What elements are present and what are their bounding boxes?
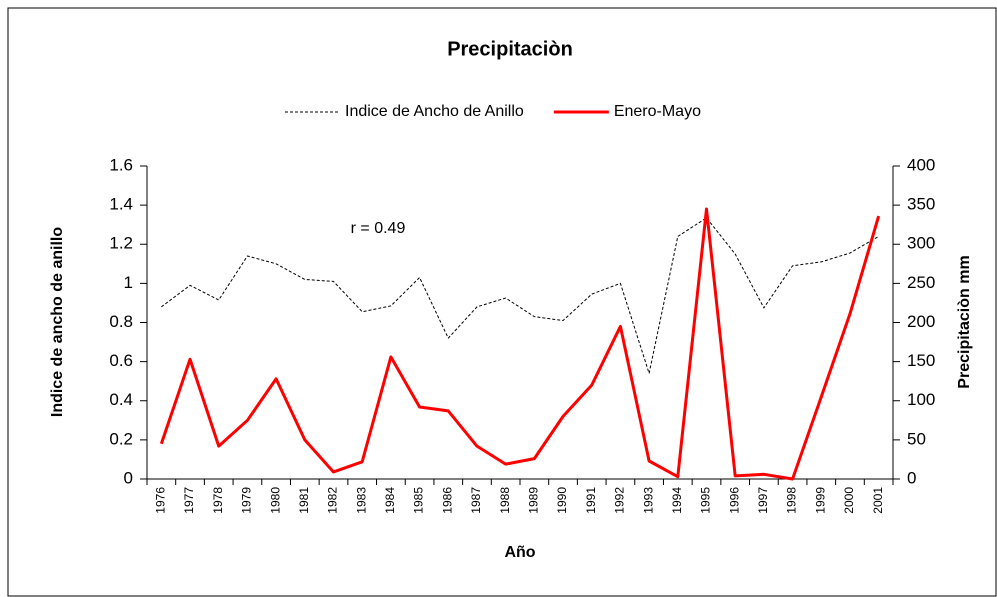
x-tick-label: 1992 xyxy=(613,487,627,514)
y2-tick-label: 150 xyxy=(907,351,935,370)
y-tick-label: 0.4 xyxy=(109,390,133,409)
y2-tick-label: 100 xyxy=(907,390,935,409)
y-tick-label: 1.2 xyxy=(109,234,133,253)
x-tick-label: 1982 xyxy=(326,487,340,514)
chart-title: Precipitaciòn xyxy=(447,38,573,60)
y-tick-label: 1 xyxy=(124,273,133,292)
series-line xyxy=(161,217,879,374)
x-tick-label: 1993 xyxy=(641,487,655,514)
x-tick-label: 1978 xyxy=(211,487,225,514)
legend-label: Enero-Mayo xyxy=(614,103,701,120)
x-tick-label: 1986 xyxy=(440,487,454,514)
x-tick-label: 1996 xyxy=(727,487,741,514)
x-axis-label: Año xyxy=(504,544,535,561)
chart-frame xyxy=(7,7,997,597)
x-tick-label: 2001 xyxy=(871,487,885,514)
x-tick-label: 1980 xyxy=(268,487,282,514)
x-tick-label: 1977 xyxy=(182,487,196,514)
y-tick-label: 0.2 xyxy=(109,429,133,448)
y-axis-label: Indice de ancho de anillo xyxy=(49,227,66,417)
x-tick-label: 1983 xyxy=(354,487,368,514)
x-tick-label: 1976 xyxy=(154,487,168,514)
annotation: r = 0.49 xyxy=(351,220,406,237)
y2-tick-label: 350 xyxy=(907,195,935,214)
x-tick-label: 1995 xyxy=(699,487,713,514)
y2-tick-label: 200 xyxy=(907,312,935,331)
y2-axis-label: Precipitaciòn mm xyxy=(956,255,973,388)
y2-tick-label: 50 xyxy=(907,429,926,448)
x-tick-label: 1989 xyxy=(527,487,541,514)
x-tick-label: 1984 xyxy=(383,487,397,514)
x-tick-label: 1997 xyxy=(756,487,770,514)
x-tick-label: 1979 xyxy=(240,487,254,514)
y-tick-label: 1.4 xyxy=(109,195,133,214)
y-tick-label: 0.6 xyxy=(109,351,133,370)
y2-tick-label: 250 xyxy=(907,273,935,292)
y2-tick-label: 400 xyxy=(907,155,935,174)
y2-tick-label: 300 xyxy=(907,234,935,253)
y-tick-label: 1.6 xyxy=(109,155,133,174)
y-tick-label: 0.8 xyxy=(109,312,133,331)
y-tick-label: 0 xyxy=(124,468,133,487)
x-tick-label: 1994 xyxy=(670,487,684,514)
x-tick-label: 2000 xyxy=(842,487,856,514)
x-tick-label: 1985 xyxy=(412,487,426,514)
x-tick-label: 1988 xyxy=(498,487,512,514)
x-tick-label: 1987 xyxy=(469,487,483,514)
x-tick-label: 1981 xyxy=(297,487,311,514)
series-line xyxy=(159,207,881,481)
x-tick-label: 1998 xyxy=(785,487,799,514)
x-tick-label: 1990 xyxy=(555,487,569,514)
legend-label: Indice de Ancho de Anillo xyxy=(345,103,524,120)
y2-tick-label: 0 xyxy=(907,468,916,487)
x-tick-label: 1991 xyxy=(584,487,598,514)
x-tick-label: 1999 xyxy=(813,487,827,514)
